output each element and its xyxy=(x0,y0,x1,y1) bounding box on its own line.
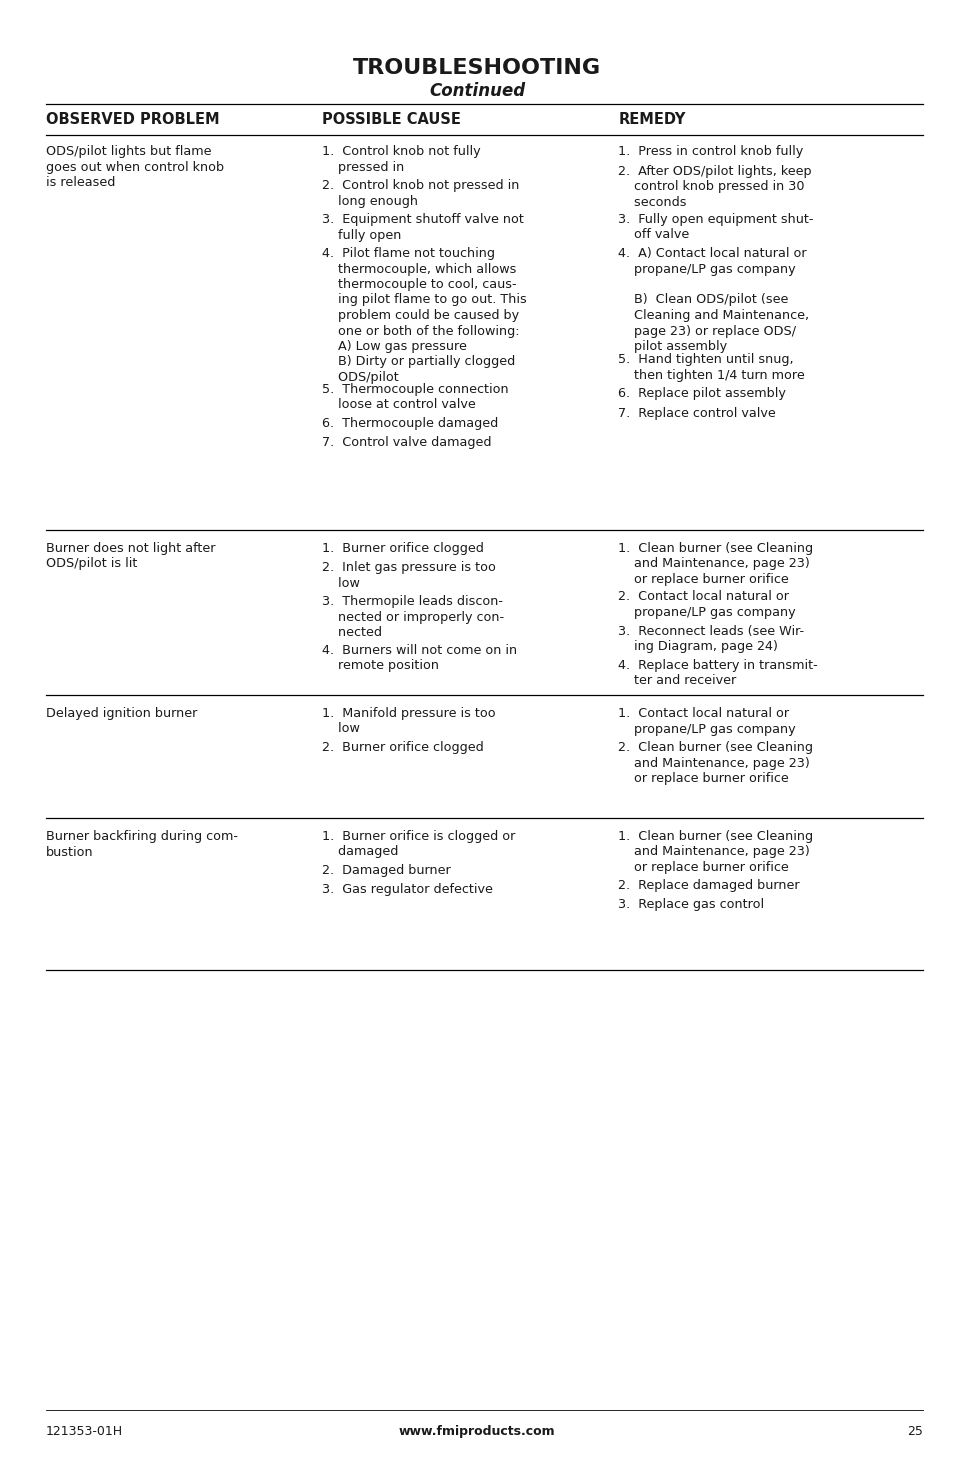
Text: www.fmiproducts.com: www.fmiproducts.com xyxy=(398,1425,555,1438)
Text: 4.  Replace battery in transmit-
    ter and receiver: 4. Replace battery in transmit- ter and … xyxy=(618,658,817,687)
Text: Burner does not light after
ODS/pilot is lit: Burner does not light after ODS/pilot is… xyxy=(46,541,215,571)
Text: 3.  Reconnect leads (see Wir-
    ing Diagram, page 24): 3. Reconnect leads (see Wir- ing Diagram… xyxy=(618,624,803,653)
Text: 3.  Gas regulator defective: 3. Gas regulator defective xyxy=(322,884,493,897)
Text: 2.  Clean burner (see Cleaning
    and Maintenance, page 23)
    or replace burn: 2. Clean burner (see Cleaning and Mainte… xyxy=(618,740,812,785)
Text: 6.  Thermocouple damaged: 6. Thermocouple damaged xyxy=(322,416,498,429)
Text: 4.  Burners will not come on in
    remote position: 4. Burners will not come on in remote po… xyxy=(322,645,517,673)
Text: 2.  Replace damaged burner: 2. Replace damaged burner xyxy=(618,879,799,891)
Text: 2.  Damaged burner: 2. Damaged burner xyxy=(322,864,451,878)
Text: 5.  Hand tighten until snug,
    then tighten 1/4 turn more: 5. Hand tighten until snug, then tighten… xyxy=(618,354,804,382)
Text: 1.  Burner orifice is clogged or
    damaged: 1. Burner orifice is clogged or damaged xyxy=(322,830,516,858)
Text: 1.  Press in control knob fully: 1. Press in control knob fully xyxy=(618,145,802,158)
Text: 6.  Replace pilot assembly: 6. Replace pilot assembly xyxy=(618,388,785,401)
Text: Continued: Continued xyxy=(429,83,524,100)
Text: 2.  Inlet gas pressure is too
    low: 2. Inlet gas pressure is too low xyxy=(322,562,496,590)
Text: 1.  Control knob not fully
    pressed in: 1. Control knob not fully pressed in xyxy=(322,145,480,174)
Text: 3.  Fully open equipment shut-
    off valve: 3. Fully open equipment shut- off valve xyxy=(618,212,813,242)
Text: Delayed ignition burner: Delayed ignition burner xyxy=(46,707,197,720)
Text: Burner backfiring during com-
bustion: Burner backfiring during com- bustion xyxy=(46,830,237,858)
Text: 1.  Burner orifice clogged: 1. Burner orifice clogged xyxy=(322,541,484,555)
Text: 25: 25 xyxy=(906,1425,923,1438)
Text: 2.  Contact local natural or
    propane/LP gas company: 2. Contact local natural or propane/LP g… xyxy=(618,590,795,620)
Text: 1.  Manifold pressure is too
    low: 1. Manifold pressure is too low xyxy=(322,707,496,736)
Text: 2.  After ODS/pilot lights, keep
    control knob pressed in 30
    seconds: 2. After ODS/pilot lights, keep control … xyxy=(618,165,811,208)
Text: OBSERVED PROBLEM: OBSERVED PROBLEM xyxy=(46,112,219,127)
Text: 1.  Clean burner (see Cleaning
    and Maintenance, page 23)
    or replace burn: 1. Clean burner (see Cleaning and Mainte… xyxy=(618,541,813,586)
Text: 2.  Control knob not pressed in
    long enough: 2. Control knob not pressed in long enou… xyxy=(322,178,519,208)
Text: 1.  Contact local natural or
    propane/LP gas company: 1. Contact local natural or propane/LP g… xyxy=(618,707,795,736)
Text: 2.  Burner orifice clogged: 2. Burner orifice clogged xyxy=(322,740,484,754)
Text: 121353-01H: 121353-01H xyxy=(46,1425,123,1438)
Text: 3.  Equipment shutoff valve not
    fully open: 3. Equipment shutoff valve not fully ope… xyxy=(322,212,524,242)
Text: POSSIBLE CAUSE: POSSIBLE CAUSE xyxy=(322,112,461,127)
Text: 7.  Replace control valve: 7. Replace control valve xyxy=(618,407,775,420)
Text: 3.  Thermopile leads discon-
    nected or improperly con-
    nected: 3. Thermopile leads discon- nected or im… xyxy=(322,596,504,640)
Text: 3.  Replace gas control: 3. Replace gas control xyxy=(618,898,763,912)
Text: 1.  Clean burner (see Cleaning
    and Maintenance, page 23)
    or replace burn: 1. Clean burner (see Cleaning and Mainte… xyxy=(618,830,813,875)
Text: TROUBLESHOOTING: TROUBLESHOOTING xyxy=(353,58,600,78)
Text: 4.  A) Contact local natural or
    propane/LP gas company

    B)  Clean ODS/pi: 4. A) Contact local natural or propane/L… xyxy=(618,246,808,353)
Text: 7.  Control valve damaged: 7. Control valve damaged xyxy=(322,437,492,448)
Text: ODS/pilot lights but flame
goes out when control knob
is released: ODS/pilot lights but flame goes out when… xyxy=(46,145,224,189)
Text: 4.  Pilot flame not touching
    thermocouple, which allows
    thermocouple to : 4. Pilot flame not touching thermocouple… xyxy=(322,246,527,384)
Text: REMEDY: REMEDY xyxy=(618,112,685,127)
Text: 5.  Thermocouple connection
    loose at control valve: 5. Thermocouple connection loose at cont… xyxy=(322,382,509,412)
